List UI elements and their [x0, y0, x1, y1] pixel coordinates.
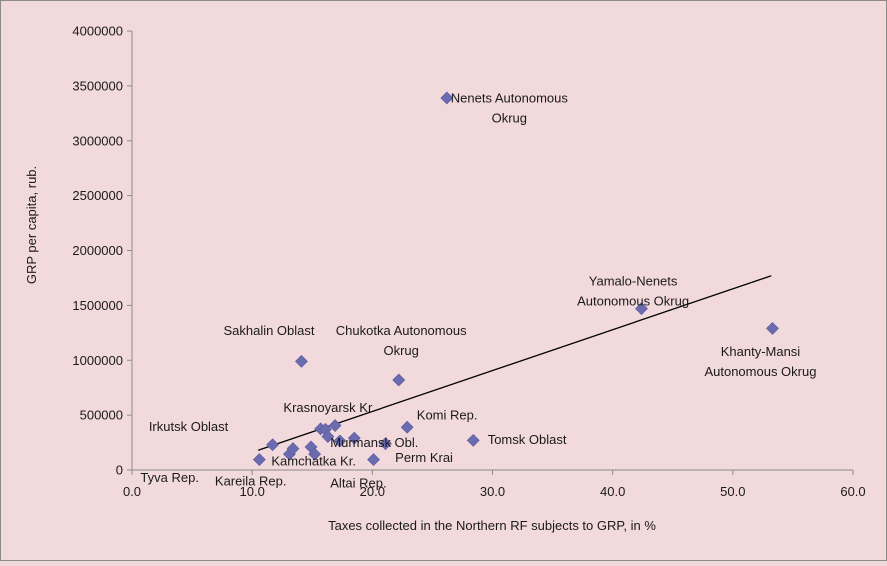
- x-tick-label: 60.0: [840, 484, 865, 499]
- x-tick-label: 50.0: [720, 484, 745, 499]
- x-tick-label: 30.0: [480, 484, 505, 499]
- trendline: [257, 275, 772, 451]
- data-point: [379, 437, 392, 451]
- y-tick-label: 1000000: [72, 353, 123, 368]
- point-label: Autonomous Okrug: [704, 364, 816, 379]
- data-point: [347, 431, 361, 445]
- point-labels: Nenets Autonomous Okrug Yamalo-Nenets Auton…: [140, 90, 816, 490]
- data-point: [286, 442, 300, 456]
- tick-labels: 0 500000 1000000 1500000 2000000 2500000 30000…: [72, 24, 865, 500]
- data-point: [440, 91, 454, 105]
- point-label: Irkutsk Oblast: [149, 419, 229, 434]
- y-tick-label: 1500000: [72, 298, 123, 313]
- point-label: Sakhalin Oblast: [223, 323, 314, 338]
- point-label: Tomsk Oblast: [488, 432, 567, 447]
- data-point: [392, 373, 406, 387]
- x-axis-title: Taxes collected in the Northern RF subje…: [328, 518, 656, 533]
- point-label: Khanty-Mansi: [721, 344, 801, 359]
- axes: [127, 30, 854, 475]
- point-label: Kareila Rep.: [215, 473, 287, 488]
- point-label: Tyva Rep.: [140, 470, 199, 485]
- point-label: Nenets Autonomous: [451, 90, 569, 105]
- y-tick-label: 2500000: [72, 188, 123, 203]
- y-tick-label: 500000: [80, 408, 123, 423]
- y-tick-label: 4000000: [72, 24, 123, 39]
- x-tick-label: 40.0: [600, 484, 625, 499]
- data-points: [252, 91, 779, 466]
- point-label: Okrug: [383, 343, 418, 358]
- data-point: [295, 354, 308, 368]
- x-tick-label: 0.0: [123, 484, 141, 499]
- data-point: [328, 419, 342, 432]
- data-point: [400, 420, 414, 434]
- point-label: Kamchatka Kr.: [271, 454, 356, 469]
- point-label: Perm Krai: [395, 450, 453, 465]
- y-tick-label: 0: [116, 463, 123, 478]
- y-axis-title: GRP per capita, rub.: [24, 166, 39, 284]
- y-tick-label: 3000000: [72, 133, 123, 148]
- data-point: [333, 434, 347, 448]
- point-label: Altai Rep.: [330, 476, 386, 491]
- data-point: [266, 438, 280, 452]
- x-tick-label: 10.0: [240, 484, 265, 499]
- point-label: Yamalo-Nenets: [589, 274, 678, 289]
- point-label: Krasnoyarsk Kr.: [283, 400, 375, 415]
- point-label: Chukotka Autonomous: [336, 323, 467, 338]
- point-label: Komi Rep.: [417, 408, 478, 423]
- data-point: [367, 453, 380, 466]
- y-tick-label: 3500000: [72, 78, 123, 93]
- trendline-layer: [257, 275, 772, 451]
- data-point: [766, 321, 779, 335]
- point-label: Okrug: [492, 110, 527, 125]
- point-label: Autonomous Okrug: [577, 294, 689, 309]
- data-point: [466, 433, 480, 447]
- data-point: [308, 447, 322, 461]
- data-point: [252, 453, 266, 466]
- y-tick-label: 2000000: [72, 243, 123, 258]
- x-tick-label: 20.0: [360, 484, 385, 499]
- data-point: [321, 430, 335, 443]
- data-point: [635, 302, 648, 316]
- point-label: Murmansk Obl.: [330, 435, 418, 450]
